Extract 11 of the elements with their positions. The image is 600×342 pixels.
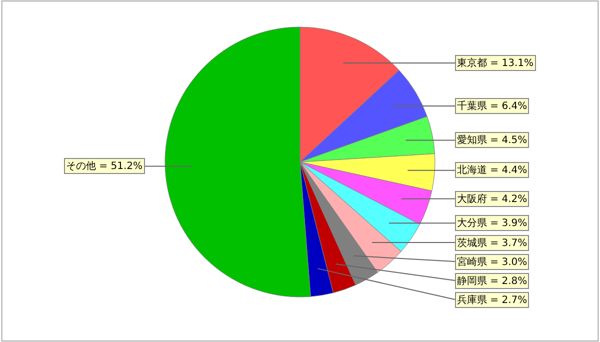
slice-label: 東京都 = 13.1%: [457, 57, 534, 69]
slice-label: 兵庫県 = 2.7%: [457, 294, 528, 306]
slice-label: その他 = 51.2%: [66, 160, 143, 172]
slice-label: 大阪府 = 4.2%: [457, 193, 528, 205]
slice-label: 愛知県 = 4.5%: [457, 134, 528, 146]
slice-label: 北海道 = 4.4%: [457, 164, 528, 176]
slice-label: 静岡県 = 2.8%: [457, 275, 528, 287]
slice-label: 千葉県 = 6.4%: [457, 100, 528, 112]
slice-label: 茨城県 = 3.7%: [457, 237, 528, 249]
slice-label: 宮崎県 = 3.0%: [457, 256, 528, 268]
slice-label: 大分県 = 3.9%: [457, 217, 528, 229]
